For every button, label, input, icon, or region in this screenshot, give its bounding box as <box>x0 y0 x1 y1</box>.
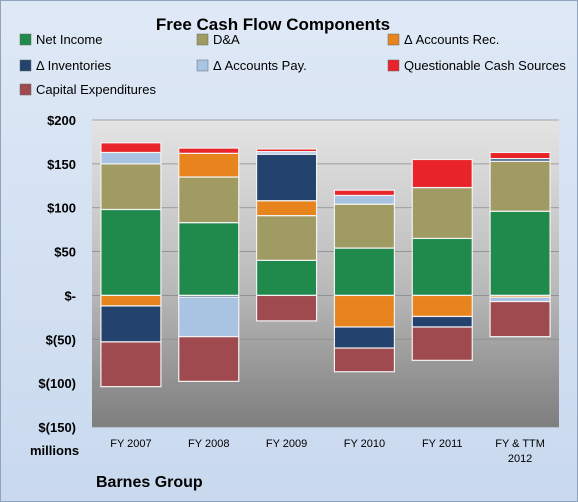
bar-segment <box>255 153 318 202</box>
legend-swatch <box>19 33 32 46</box>
y-tick-label: $- <box>64 288 76 303</box>
gridlines <box>92 119 559 428</box>
y-tick-label: $(150) <box>38 420 76 435</box>
x-axis: FY 2007 FY 2008 FY 2009 FY 2010 FY 2011 FY & … <box>110 438 545 465</box>
legend-label: Δ Accounts Rec. <box>404 32 499 47</box>
bar-segment <box>255 294 318 322</box>
bar-segment <box>333 189 396 197</box>
legend-swatch <box>387 59 400 72</box>
bar-segment <box>255 215 318 261</box>
bar-segment <box>333 203 396 249</box>
legend-label: Δ Inventories <box>36 58 112 73</box>
bar-segment <box>255 148 318 153</box>
footer-label: Barnes Group <box>96 474 203 491</box>
legend-swatch <box>19 83 32 96</box>
x-tick-label: FY 2010 <box>344 438 385 450</box>
y-axis: $200 $150 $100 $50 $- $(50) $(100) $(150) <box>38 113 76 435</box>
x-tick-label: FY & TTM 2012 <box>495 438 545 465</box>
bar-segment <box>489 151 551 160</box>
plot-area <box>92 120 559 427</box>
bar-segment <box>178 176 240 224</box>
x-tick-label: FY 2007 <box>110 438 151 450</box>
legend-label: Net Income <box>36 32 102 47</box>
legend-swatch <box>196 33 209 46</box>
bar-segment <box>411 237 473 297</box>
bar-segment <box>333 247 396 297</box>
bar-segment <box>100 341 162 388</box>
bar-segment <box>489 210 551 297</box>
bar-segment <box>100 163 162 211</box>
bar-segment <box>100 151 162 165</box>
bar-segment <box>489 300 551 338</box>
legend-swatch <box>387 33 400 46</box>
bar-segment <box>100 208 162 297</box>
bar-segment <box>411 315 473 328</box>
bar-segment <box>100 294 162 307</box>
bar-segment <box>411 158 473 189</box>
bar-segment <box>255 200 318 217</box>
y-tick-label: $100 <box>47 201 76 216</box>
bar-segment <box>411 294 473 318</box>
legend-label: Capital Expenditures <box>36 82 156 97</box>
bar-segment <box>178 296 240 338</box>
unit-label: millions <box>30 443 79 458</box>
bars-group <box>100 142 551 388</box>
bar-segment <box>255 259 318 297</box>
bar-segment <box>178 222 240 297</box>
bar-segment <box>100 305 162 343</box>
bar-segment <box>178 147 240 154</box>
bar-segment <box>100 142 162 154</box>
chart-title: Free Cash Flow Components <box>156 15 390 34</box>
y-tick-label: $50 <box>54 245 76 260</box>
y-tick-label: $200 <box>47 113 76 128</box>
bar-segment <box>178 152 240 178</box>
x-tick-label: FY 2011 <box>422 438 463 450</box>
bar-segment <box>411 326 473 361</box>
legend-label: Δ Accounts Pay. <box>213 58 307 73</box>
bar-segment <box>333 347 396 373</box>
legend-swatch <box>19 59 32 72</box>
bar-segment <box>333 194 396 205</box>
legend: Net Income D&A Δ Accounts Rec. Δ Inventorie… <box>19 32 566 97</box>
x-tick-label: FY 2008 <box>188 438 229 450</box>
bar-segment <box>489 296 551 303</box>
x-tick-label: FY 2009 <box>266 438 307 450</box>
bar-segment <box>333 294 396 328</box>
bar-segment <box>489 160 551 212</box>
legend-label: Questionable Cash Sources <box>404 58 566 73</box>
legend-swatch <box>196 59 209 72</box>
y-tick-label: $(100) <box>38 376 76 391</box>
bar-segment <box>178 336 240 382</box>
bar-segment <box>411 186 473 240</box>
y-tick-label: $(50) <box>46 332 76 347</box>
legend-label: D&A <box>213 32 240 47</box>
bar-segment <box>333 326 396 349</box>
y-tick-label: $150 <box>47 157 76 172</box>
